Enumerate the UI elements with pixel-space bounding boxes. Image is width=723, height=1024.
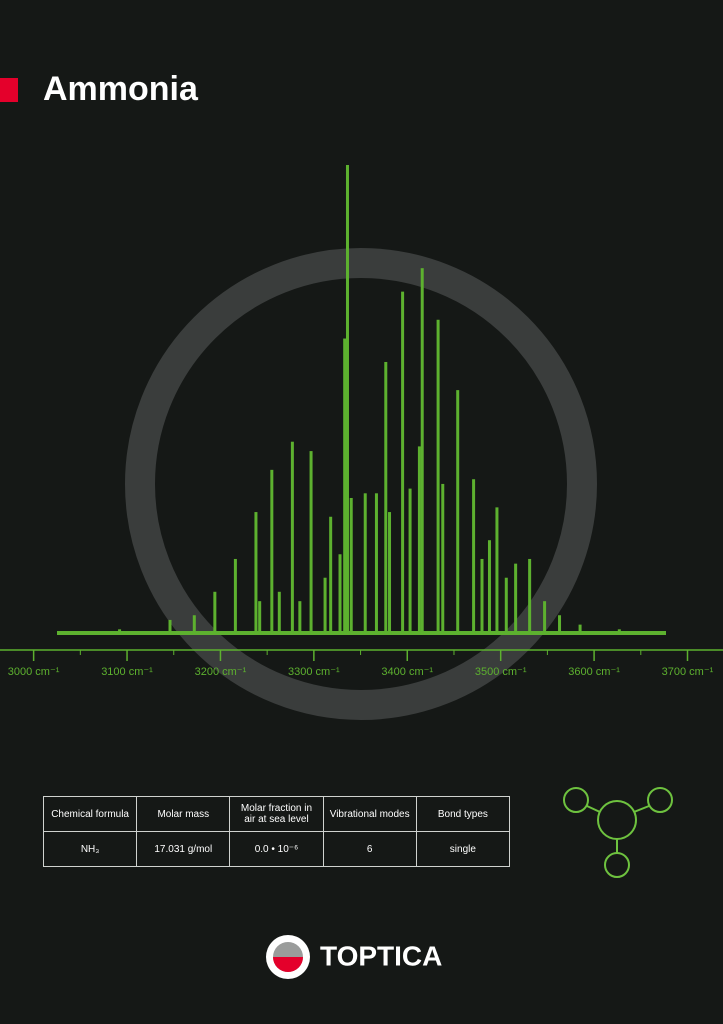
spectral-line	[436, 319, 440, 634]
spectral-line	[578, 624, 582, 634]
ring	[125, 248, 597, 720]
spectral-line	[338, 554, 342, 634]
x-tick-label: 3000 cm⁻¹	[8, 666, 60, 678]
x-tick-label: 3400 cm⁻¹	[381, 666, 433, 678]
spectral-line	[343, 338, 347, 634]
title-marker	[0, 78, 18, 102]
spectral-line	[472, 479, 476, 634]
spectral-line	[441, 483, 445, 634]
table-cell: NH₃	[42, 831, 138, 867]
spectral-line	[456, 390, 460, 634]
spectral-line	[401, 291, 405, 634]
x-tick-label: 3300 cm⁻¹	[288, 666, 340, 678]
properties-table: Chemical formula Molar mass Molar fraction…	[42, 796, 511, 867]
spectral-line	[168, 619, 172, 634]
spectral-line	[408, 488, 412, 634]
spectral-line	[270, 469, 274, 634]
spectral-line	[388, 512, 392, 634]
spectral-line	[290, 441, 294, 634]
spectral-line	[374, 493, 378, 634]
spectral-line	[363, 493, 367, 634]
spectral-line	[254, 512, 258, 634]
baseline	[57, 631, 666, 635]
spectral-line	[617, 629, 621, 634]
spectral-line	[329, 516, 333, 634]
table-row: NH₃ 17.031 g/mol 0.0 • 10⁻⁶ 6 single	[42, 831, 511, 867]
spectral-line	[118, 629, 122, 634]
spectral-line	[543, 601, 547, 634]
spectral-line	[298, 601, 302, 634]
spectral-line	[349, 497, 353, 634]
header-cell: Vibrational modes	[322, 796, 417, 832]
table-cell: single	[415, 831, 511, 867]
spectral-line	[277, 591, 281, 634]
table-header: Chemical formula Molar mass Molar fraction…	[42, 796, 511, 832]
header-cell: Molar fraction in air at sea level	[229, 796, 324, 832]
title: Ammonia	[43, 70, 199, 108]
header-cell: Bond types	[415, 796, 511, 832]
spectral-line	[309, 451, 313, 634]
x-tick-label: 3700 cm⁻¹	[662, 666, 714, 678]
spectral-line	[420, 268, 424, 634]
spectral-line	[495, 507, 499, 634]
spectral-line	[528, 558, 532, 634]
spectral-line	[233, 558, 237, 634]
x-tick-label: 3100 cm⁻¹	[101, 666, 153, 678]
spectral-line	[258, 601, 262, 634]
spectral-line	[487, 540, 491, 634]
molecule-icon	[563, 787, 673, 878]
x-tick-label: 3600 cm⁻¹	[568, 666, 620, 678]
spectral-line	[514, 563, 518, 634]
spectral-line	[323, 577, 327, 634]
header-cell: Chemical formula	[42, 796, 138, 832]
spectral-line	[417, 446, 421, 634]
spectral-line	[345, 165, 349, 634]
x-tick-label: 3500 cm⁻¹	[475, 666, 527, 678]
logo-mark	[266, 935, 310, 979]
spectral-line	[480, 558, 484, 634]
table-cell: 17.031 g/mol	[136, 831, 231, 867]
spectral-line	[213, 591, 217, 634]
header-cell: Molar mass	[136, 796, 231, 832]
table-cell: 6	[322, 831, 417, 867]
x-tick-label: 3200 cm⁻¹	[195, 666, 247, 678]
table-cell: 0.0 • 10⁻⁶	[229, 831, 324, 867]
spectral-line	[192, 615, 196, 634]
spectral-line	[384, 361, 388, 634]
spectral-line	[558, 615, 562, 634]
logo-text: TOPTICA	[320, 940, 442, 971]
spectral-line	[504, 577, 508, 634]
